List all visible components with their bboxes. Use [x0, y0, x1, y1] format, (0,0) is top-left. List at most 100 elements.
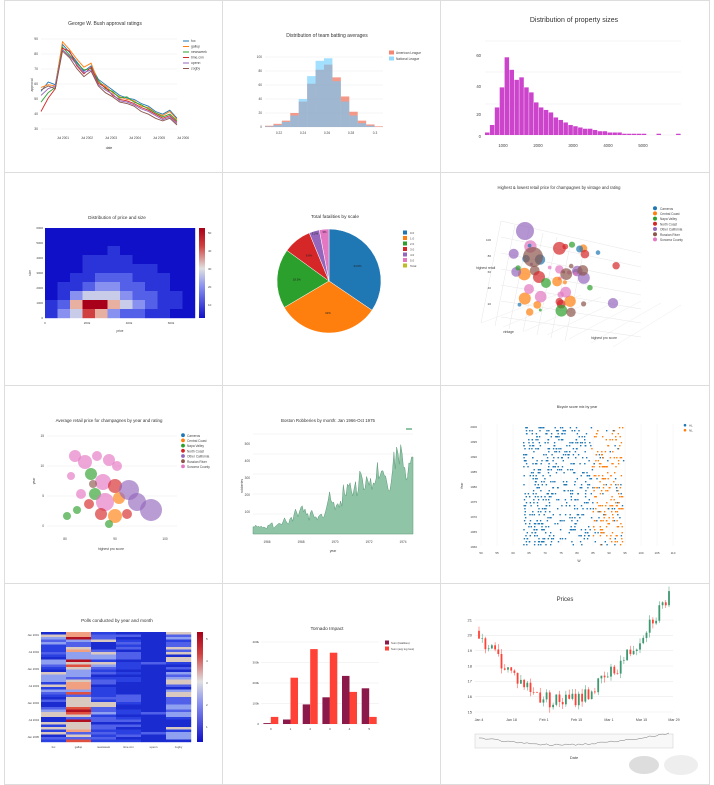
histogram-bar — [636, 133, 642, 135]
strip-point — [611, 433, 614, 435]
strip-point — [559, 529, 562, 531]
strip-point — [597, 430, 599, 432]
strip-point — [547, 439, 549, 441]
strip-point — [537, 469, 540, 471]
heatmap-cell — [166, 739, 192, 743]
heatmap-cell — [116, 709, 142, 713]
strip-point — [604, 541, 606, 543]
heatmap-cell — [95, 282, 108, 292]
strip-point — [619, 445, 621, 447]
candle-body — [594, 691, 596, 693]
y-tick-label: Jan 2005 — [27, 735, 39, 739]
x-axis-label: year — [330, 549, 337, 553]
strip-point — [605, 505, 607, 507]
data-bubble — [112, 461, 122, 471]
heatmap-cell — [141, 722, 167, 725]
heatmap-cell — [91, 684, 117, 688]
x-tick-label: 2 — [309, 727, 311, 731]
heatmap-cell — [41, 709, 67, 713]
heatmap-cell — [166, 644, 192, 648]
strip-point — [571, 529, 573, 531]
heatmap-cell — [41, 659, 67, 663]
strip-point — [536, 478, 538, 480]
strip-point — [535, 493, 537, 495]
strip-point — [574, 508, 576, 510]
strip-point — [570, 526, 572, 528]
strip-point — [605, 514, 607, 516]
data-bubble — [612, 262, 620, 270]
strip-point — [620, 496, 623, 498]
heatmap-cell — [170, 255, 183, 265]
watermark-badge — [664, 755, 698, 775]
heatmap-cell — [166, 639, 192, 643]
histogram-bar — [617, 132, 622, 135]
strip-point — [599, 544, 602, 546]
data-bubble — [576, 245, 584, 253]
y-tick-label: 1970 — [470, 515, 477, 519]
legend-entry: Napa Valley — [187, 444, 204, 448]
heatmap-cell — [141, 727, 167, 730]
candle-body — [664, 602, 667, 606]
heatmap-cell — [107, 255, 121, 265]
strip-point — [554, 523, 556, 525]
heatmap-cell — [95, 246, 108, 256]
strip-point — [531, 532, 533, 534]
strip-point — [593, 475, 595, 477]
y-tick-label: 40 — [258, 97, 262, 101]
strip-point — [581, 442, 583, 444]
heatmap-cell — [41, 717, 67, 720]
data-bubble — [76, 489, 86, 499]
x-tick-label: 50 — [479, 551, 483, 555]
strip-point — [545, 484, 548, 486]
heatmap-cell — [66, 737, 92, 740]
y-tick-label: 80 — [488, 254, 492, 258]
legend-entry: zogby — [191, 67, 200, 71]
strip-point — [526, 538, 528, 540]
strip-point — [564, 451, 566, 453]
strip-point — [591, 448, 593, 450]
strip-point — [603, 484, 605, 486]
strip-point — [535, 433, 538, 435]
legend-swatch — [403, 252, 407, 257]
y-tick-label: Jul 2002 — [28, 650, 39, 654]
heatmap-cell — [66, 687, 92, 690]
strip-point — [530, 505, 532, 507]
chart-price-size-heatmap: Distribution of price and size 6000 5000 40… — [4, 172, 223, 386]
colorbar-tick-label: 40 — [208, 249, 212, 253]
candle-body — [558, 694, 561, 702]
strip-point — [562, 433, 564, 435]
heatmap-cell — [141, 642, 167, 645]
data-bubble — [103, 454, 115, 466]
strip-point — [585, 502, 588, 504]
strip-point — [533, 529, 535, 531]
x-tick-label: 90 — [113, 537, 117, 541]
strip-point — [569, 514, 571, 516]
strip-point — [608, 517, 610, 519]
y-tick-label: 10 — [40, 464, 44, 468]
strip-point — [571, 541, 573, 543]
data-bubble — [518, 267, 531, 281]
strip-point — [611, 541, 613, 543]
colorbar-tick-label: 30 — [208, 267, 212, 271]
heatmap-cell — [91, 634, 117, 638]
strip-point — [604, 451, 607, 453]
x-tick-label: 5000 — [638, 143, 648, 148]
bar — [270, 716, 279, 724]
strip-point — [603, 517, 605, 519]
heatmap-cell — [107, 264, 121, 274]
strip-point — [532, 475, 534, 477]
strip-point — [613, 430, 616, 432]
strip-point — [596, 502, 598, 504]
strip-point — [569, 517, 571, 519]
heatmap-cell — [95, 264, 108, 274]
heatmap-cell — [141, 724, 167, 728]
data-bubble — [560, 268, 573, 280]
candle-body — [658, 605, 661, 621]
strip-point — [542, 541, 544, 543]
candle-body — [587, 689, 590, 700]
strip-point — [529, 520, 532, 522]
heatmap-cell — [66, 647, 92, 650]
heatmap-cell — [91, 639, 117, 643]
strip-point — [592, 508, 594, 510]
strip-point — [523, 475, 525, 477]
